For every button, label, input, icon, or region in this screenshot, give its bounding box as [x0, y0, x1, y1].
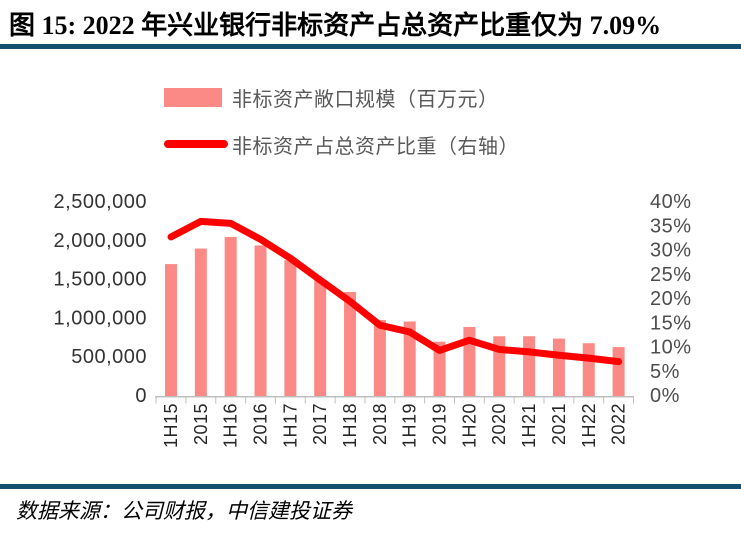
bar — [314, 280, 327, 396]
y-axis-tick-label-right: 30% — [650, 240, 692, 262]
legend-label-line-series: 非标资产占总资产比重（右轴） — [232, 135, 519, 158]
x-axis-tick-label: 2022 — [609, 403, 629, 445]
x-axis-tick-label: 2021 — [549, 403, 569, 445]
y-axis-tick-label-left: 1,000,000 — [54, 307, 147, 329]
x-axis-tick-label: 1H15 — [161, 403, 181, 448]
title-divider-rule — [0, 44, 741, 49]
y-axis-tick-label-right: 35% — [650, 215, 692, 237]
x-axis-tick-label: 1H18 — [340, 403, 360, 448]
source-note: 数据来源：公司财报，中信建投证券 — [16, 499, 352, 523]
bar — [523, 336, 536, 396]
y-axis-tick-label-left: 2,000,000 — [54, 230, 147, 252]
x-axis-tick-label: 1H16 — [221, 403, 241, 448]
x-axis-tick-label: 1H22 — [579, 403, 599, 448]
legend-item-bar-series: 非标资产敞口规模（百万元） — [164, 84, 519, 111]
bar — [582, 343, 595, 396]
bottom-divider-rule — [0, 484, 741, 489]
bar — [612, 347, 625, 396]
bar — [373, 319, 386, 396]
y-axis-tick-label-left: 1,500,000 — [54, 269, 147, 291]
bar-series-swatch-wrap — [164, 87, 232, 107]
y-axis-tick-label-left: 0 — [135, 385, 147, 407]
x-axis-tick-label: 2020 — [489, 403, 509, 445]
x-axis-tick-label: 2019 — [430, 403, 450, 445]
y-axis-tick-label-right: 10% — [650, 337, 692, 359]
x-axis-tick-label: 1H20 — [459, 403, 479, 448]
y-axis-tick-label-left: 500,000 — [71, 346, 147, 368]
chart-legend: 非标资产敞口规模（百万元） 非标资产占总资产比重（右轴） — [164, 84, 519, 178]
bar — [284, 260, 297, 396]
y-axis-tick-label-left: 2,500,000 — [54, 191, 147, 213]
trend-line — [167, 217, 623, 366]
y-axis-tick-label-right: 5% — [650, 361, 680, 383]
line-series-swatch — [164, 140, 228, 148]
figure-title: 图 15: 2022 年兴业银行非标资产占总资产比重仅为 7.09% — [9, 11, 662, 40]
legend-label-bar-series: 非标资产敞口规模（百万元） — [232, 88, 499, 111]
y-axis-tick-label-right: 25% — [650, 264, 692, 286]
bar — [165, 264, 177, 396]
x-axis-tick-label: 2015 — [191, 403, 211, 445]
legend-item-line-series: 非标资产占总资产比重（右轴） — [164, 131, 519, 158]
y-axis-tick-label-right: 0% — [650, 385, 680, 407]
line-series-swatch-wrap — [164, 140, 232, 148]
y-axis-tick-label-right: 15% — [650, 312, 692, 334]
y-axis-tick-label-right: 20% — [650, 288, 692, 310]
bar — [224, 236, 237, 396]
bar — [552, 338, 565, 396]
bar-series-swatch — [164, 87, 222, 107]
x-axis-tick-label: 1H19 — [400, 403, 420, 448]
bar — [344, 292, 357, 396]
y-axis-tick-label-right: 40% — [650, 191, 692, 213]
x-axis-tick-label: 1H21 — [519, 403, 539, 448]
bar — [254, 245, 267, 396]
bar — [403, 321, 416, 396]
x-axis-tick-label: 2016 — [251, 403, 271, 445]
bar — [433, 341, 446, 396]
x-axis-tick-label: 1H17 — [280, 403, 300, 448]
x-axis-tick-label: 2017 — [310, 403, 330, 445]
bar — [194, 248, 207, 396]
x-axis-tick-label: 2018 — [370, 403, 390, 445]
